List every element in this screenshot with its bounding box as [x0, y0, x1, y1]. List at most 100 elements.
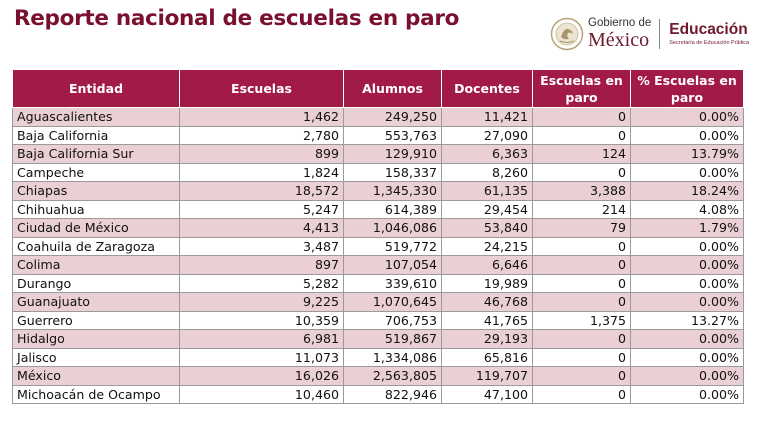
educacion-label: Educación [669, 21, 748, 38]
cell-entidad: Michoacán de Ocampo [12, 384, 180, 404]
cell-escuelas: 899 [179, 144, 344, 164]
cell-pct-escuelas-en-paro: 0.00% [630, 384, 744, 404]
cell-docentes: 24,215 [441, 236, 533, 256]
cell-escuelas-en-paro: 124 [532, 144, 631, 164]
cell-alumnos: 706,753 [343, 310, 442, 330]
cell-pct-escuelas-en-paro: 0.00% [630, 273, 744, 293]
table-row: Colima 897 107,054 6,646 0 0.00% [12, 255, 744, 275]
cell-docentes: 61,135 [441, 181, 533, 201]
cell-docentes: 6,363 [441, 144, 533, 164]
table-body: Aguascalientes 1,462 249,250 11,421 0 0.00% Ba… [12, 107, 744, 404]
table-row: Baja California 2,780 553,763 27,090 0 0.00% [12, 125, 744, 145]
cell-docentes: 11,421 [441, 107, 533, 127]
cell-entidad: Chiapas [12, 181, 180, 201]
cell-entidad: Hidalgo [12, 329, 180, 349]
cell-alumnos: 339,610 [343, 273, 442, 293]
cell-entidad: Guerrero [12, 310, 180, 330]
cell-entidad: Baja California Sur [12, 144, 180, 164]
cell-alumnos: 2,563,805 [343, 366, 442, 386]
cell-escuelas: 1,824 [179, 162, 344, 182]
cell-escuelas: 10,460 [179, 384, 344, 404]
cell-escuelas: 2,780 [179, 125, 344, 145]
logo-divider [659, 19, 661, 49]
cell-escuelas: 5,282 [179, 273, 344, 293]
cell-alumnos: 107,054 [343, 255, 442, 275]
cell-docentes: 119,707 [441, 366, 533, 386]
table-row: Guerrero 10,359 706,753 41,765 1,375 13.27% [12, 310, 744, 330]
cell-escuelas-en-paro: 214 [532, 199, 631, 219]
cell-pct-escuelas-en-paro: 0.00% [630, 125, 744, 145]
cell-pct-escuelas-en-paro: 0.00% [630, 366, 744, 386]
cell-docentes: 46,768 [441, 292, 533, 312]
cell-alumnos: 1,334,086 [343, 347, 442, 367]
table-row: Chiapas 18,572 1,345,330 61,135 3,388 18.24% [12, 181, 744, 201]
header-escuelas-en-paro: Escuelas en paro [532, 69, 631, 108]
table-row: Michoacán de Ocampo 10,460 822,946 47,100 0 0… [12, 384, 744, 404]
cell-entidad: Coahuila de Zaragoza [12, 236, 180, 256]
cell-docentes: 29,454 [441, 199, 533, 219]
cell-docentes: 47,100 [441, 384, 533, 404]
cell-escuelas-en-paro: 0 [532, 329, 631, 349]
cell-entidad: Ciudad de México [12, 218, 180, 238]
cell-docentes: 65,816 [441, 347, 533, 367]
table-row: México 16,026 2,563,805 119,707 0 0.00% [12, 366, 744, 386]
table-header-row: Entidad Escuelas Alumnos Docentes Escuel… [12, 69, 744, 108]
cell-escuelas: 1,462 [179, 107, 344, 127]
cell-escuelas: 9,225 [179, 292, 344, 312]
table-row: Durango 5,282 339,610 19,989 0 0.00% [12, 273, 744, 293]
cell-pct-escuelas-en-paro: 0.00% [630, 236, 744, 256]
cell-docentes: 8,260 [441, 162, 533, 182]
cell-pct-escuelas-en-paro: 4.08% [630, 199, 744, 219]
cell-entidad: Jalisco [12, 347, 180, 367]
cell-escuelas-en-paro: 0 [532, 107, 631, 127]
header-pct-escuelas-en-paro: % Escuelas en paro [630, 69, 744, 108]
schools-strike-table: Entidad Escuelas Alumnos Docentes Escuel… [12, 69, 744, 404]
table-row: Guanajuato 9,225 1,070,645 46,768 0 0.00% [12, 292, 744, 312]
table-row: Baja California Sur 899 129,910 6,363 124 13.… [12, 144, 744, 164]
cell-alumnos: 1,046,086 [343, 218, 442, 238]
table-row: Coahuila de Zaragoza 3,487 519,772 24,215 0 0… [12, 236, 744, 256]
table-row: Jalisco 11,073 1,334,086 65,816 0 0.00% [12, 347, 744, 367]
mexico-label: México [588, 29, 650, 52]
cell-entidad: México [12, 366, 180, 386]
cell-alumnos: 129,910 [343, 144, 442, 164]
cell-docentes: 27,090 [441, 125, 533, 145]
cell-entidad: Durango [12, 273, 180, 293]
cell-escuelas-en-paro: 0 [532, 347, 631, 367]
header-entidad: Entidad [12, 69, 180, 108]
cell-escuelas: 10,359 [179, 310, 344, 330]
cell-pct-escuelas-en-paro: 0.00% [630, 162, 744, 182]
gobierno-mexico-logo: Gobierno de México Educación Secretaría … [550, 14, 749, 54]
cell-escuelas: 3,487 [179, 236, 344, 256]
cell-entidad: Guanajuato [12, 292, 180, 312]
cell-alumnos: 614,389 [343, 199, 442, 219]
cell-entidad: Campeche [12, 162, 180, 182]
cell-alumnos: 822,946 [343, 384, 442, 404]
cell-pct-escuelas-en-paro: 0.00% [630, 329, 744, 349]
cell-docentes: 53,840 [441, 218, 533, 238]
cell-entidad: Colima [12, 255, 180, 275]
header-alumnos: Alumnos [343, 69, 442, 108]
gobierno-de-label: Gobierno de [588, 16, 652, 29]
cell-escuelas-en-paro: 0 [532, 255, 631, 275]
cell-pct-escuelas-en-paro: 0.00% [630, 107, 744, 127]
cell-escuelas-en-paro: 3,388 [532, 181, 631, 201]
cell-alumnos: 249,250 [343, 107, 442, 127]
cell-escuelas-en-paro: 79 [532, 218, 631, 238]
cell-escuelas-en-paro: 0 [532, 162, 631, 182]
cell-escuelas: 18,572 [179, 181, 344, 201]
cell-escuelas-en-paro: 0 [532, 125, 631, 145]
cell-entidad: Baja California [12, 125, 180, 145]
cell-escuelas: 6,981 [179, 329, 344, 349]
cell-pct-escuelas-en-paro: 18.24% [630, 181, 744, 201]
page-title: Reporte nacional de escuelas en paro [14, 6, 460, 31]
table-row: Ciudad de México 4,413 1,046,086 53,840 79 1.… [12, 218, 744, 238]
cell-pct-escuelas-en-paro: 1.79% [630, 218, 744, 238]
cell-docentes: 29,193 [441, 329, 533, 349]
table-row: Aguascalientes 1,462 249,250 11,421 0 0.00% [12, 107, 744, 127]
cell-escuelas: 5,247 [179, 199, 344, 219]
table-row: Hidalgo 6,981 519,867 29,193 0 0.00% [12, 329, 744, 349]
cell-pct-escuelas-en-paro: 13.79% [630, 144, 744, 164]
cell-alumnos: 553,763 [343, 125, 442, 145]
table-row: Chihuahua 5,247 614,389 29,454 214 4.08% [12, 199, 744, 219]
